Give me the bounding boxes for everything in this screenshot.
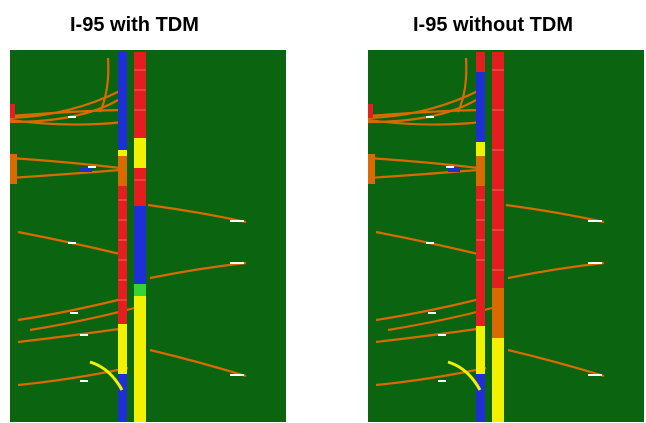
edge-block <box>368 154 375 184</box>
map-background <box>10 50 286 422</box>
edge-block <box>10 154 17 184</box>
ramp-highlights <box>68 116 244 382</box>
ramp-blue-segment <box>448 168 460 172</box>
traffic-map-without-tdm <box>368 50 644 422</box>
mainline-texture <box>476 69 504 271</box>
ramp-line <box>17 296 127 322</box>
ramp-line <box>507 348 605 378</box>
ramp-line <box>368 168 479 180</box>
ramp-line <box>507 261 605 280</box>
ramp-line <box>17 366 129 387</box>
ramp-line <box>375 326 485 344</box>
map-panel-with-tdm <box>10 50 286 422</box>
ramp-line <box>375 366 487 387</box>
panel-title-without-tdm: I-95 without TDM <box>413 14 573 36</box>
mainline-left <box>476 52 485 422</box>
mainline-left <box>118 52 127 422</box>
ramp-line <box>456 57 468 113</box>
ramp-line <box>368 108 485 118</box>
ramp-line <box>368 156 479 170</box>
map-panel-without-tdm <box>368 50 644 422</box>
ramp-line <box>10 156 121 170</box>
edge-block <box>10 104 15 118</box>
edge-block <box>368 104 373 118</box>
panel-title-with-tdm: I-95 with TDM <box>70 14 199 36</box>
ramp-highlights <box>426 116 602 382</box>
ramp-line <box>10 108 127 118</box>
ramp-line <box>10 168 121 180</box>
map-background <box>368 50 644 422</box>
ramp-blue-segment <box>80 168 92 172</box>
ramp-line <box>368 118 483 126</box>
ramp-line <box>368 89 481 120</box>
ramp-line <box>375 296 485 322</box>
ramp-line <box>149 261 247 280</box>
mainline-right <box>492 52 504 422</box>
traffic-map-with-tdm <box>10 50 286 422</box>
ramp-line <box>10 89 123 120</box>
ramp-lines <box>10 57 247 387</box>
mainline-right <box>134 52 146 422</box>
yellow-bypass <box>447 360 482 391</box>
yellow-bypass <box>89 360 124 391</box>
ramp-line <box>17 326 127 344</box>
ramp-line <box>10 118 125 126</box>
ramp-line <box>149 348 247 378</box>
ramp-line <box>98 57 110 113</box>
mainline-texture <box>118 69 146 301</box>
